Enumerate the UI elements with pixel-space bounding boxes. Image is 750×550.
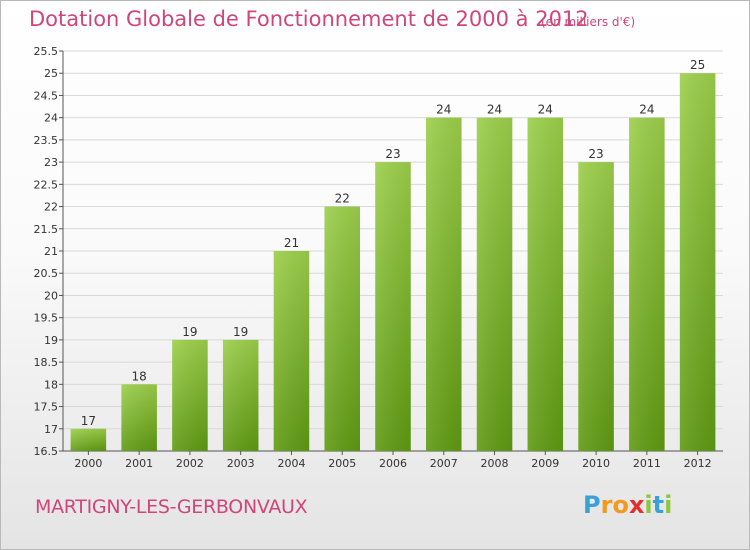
x-tick-label-2010: 2010	[582, 457, 610, 470]
bar-shade-2011	[629, 117, 665, 452]
bar-shade-2012	[679, 73, 716, 451]
y-tick-label: 23	[44, 156, 58, 169]
bar-shade-2003	[222, 339, 259, 451]
x-tick-label-2001: 2001	[125, 457, 153, 470]
x-tick-label-2002: 2002	[176, 457, 204, 470]
y-tick-label: 22.5	[34, 178, 59, 191]
y-tick-label: 23.5	[34, 134, 59, 147]
logo-letter: r	[600, 491, 613, 519]
y-tick-label: 18.5	[34, 356, 59, 369]
axes: 16.5 17 17.5 18 18.5 19 19.5 20 20.5 21 21.5 22 22.5…	[34, 45, 723, 470]
data-label-2003: 19	[233, 325, 248, 339]
x-tick-label-2005: 2005	[328, 457, 356, 470]
data-label-2010: 23	[588, 147, 603, 161]
bar-shade-2005	[324, 206, 360, 451]
data-labels: 17 18 19 19 21 22 23 24 24 24 23 24 25	[81, 58, 706, 428]
bar-shade-2008	[476, 117, 513, 452]
data-label-2012: 25	[690, 58, 705, 72]
chart-title: Dotation Globale de Fonctionnement de 20…	[29, 7, 589, 31]
data-label-2005: 22	[335, 192, 350, 206]
data-label-2011: 24	[639, 103, 654, 117]
y-tick-label: 17	[44, 423, 58, 436]
data-label-2000: 17	[81, 414, 96, 428]
x-tick-label-2012: 2012	[684, 457, 712, 470]
logo-letter: P	[583, 491, 601, 519]
data-label-2002: 19	[182, 325, 197, 339]
proxiti-logo: Proxiti	[583, 491, 672, 519]
y-tick-label: 20	[44, 289, 58, 302]
y-tick-label: 18	[44, 378, 58, 391]
y-tick-label: 20.5	[34, 267, 59, 280]
y-tick-label: 21.5	[34, 223, 59, 236]
logo-letter: o	[612, 491, 629, 519]
y-tick-label: 16.5	[34, 445, 59, 458]
data-label-2001: 18	[132, 369, 147, 383]
y-tick-label: 17.5	[34, 401, 59, 414]
bar-shade-2007	[426, 117, 462, 452]
x-tick-label-2008: 2008	[481, 457, 509, 470]
y-tick-label: 24	[44, 112, 58, 125]
bars	[70, 73, 716, 452]
commune-name: MARTIGNY-LES-GERBONVAUX	[35, 496, 308, 518]
y-tick-label: 22	[44, 201, 58, 214]
data-label-2007: 24	[436, 103, 451, 117]
x-tick-label-2007: 2007	[430, 457, 458, 470]
unit-note: (en milliers d'€)	[541, 15, 636, 29]
bar-shade-2004	[273, 251, 310, 451]
data-label-2008: 24	[487, 103, 502, 117]
bar-shade-2010	[578, 162, 614, 451]
data-label-2006: 23	[385, 147, 400, 161]
x-tick-label-2006: 2006	[379, 457, 407, 470]
x-tick-label-2011: 2011	[633, 457, 661, 470]
x-tick-label-2000: 2000	[74, 457, 102, 470]
x-tick-label-2009: 2009	[531, 457, 559, 470]
y-tick-label: 24.5	[34, 89, 59, 102]
y-tick-label: 21	[44, 245, 58, 258]
x-tick-label-2003: 2003	[227, 457, 255, 470]
logo-letter: i	[664, 491, 673, 519]
x-tick-label-2004: 2004	[277, 457, 305, 470]
bar-shade-2009	[527, 117, 564, 452]
logo-letter: i	[644, 491, 653, 519]
bar-shade-2000	[70, 428, 107, 451]
logo-letter: t	[652, 491, 665, 519]
data-label-2004: 21	[284, 236, 299, 250]
logo-letter: x	[628, 491, 645, 519]
y-tick-label: 19.5	[34, 312, 59, 325]
y-tick-label: 25	[44, 67, 58, 80]
data-label-2009: 24	[538, 103, 553, 117]
bar-shade-2001	[121, 384, 157, 451]
bar-shade-2002	[172, 339, 208, 451]
y-tick-label: 25.5	[34, 45, 59, 58]
y-tick-label: 19	[44, 334, 58, 347]
bar-shade-2006	[375, 162, 411, 451]
